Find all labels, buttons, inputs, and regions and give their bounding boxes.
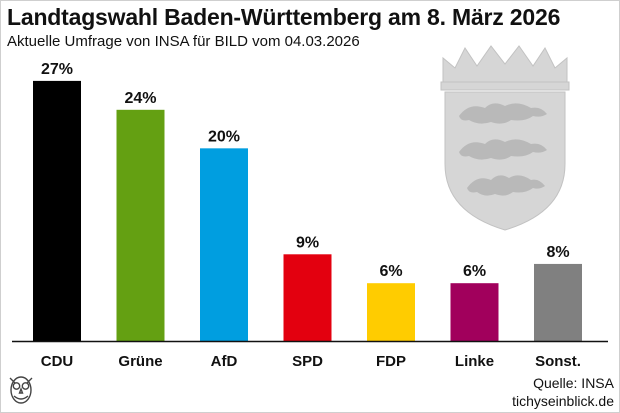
category-label-cdu: CDU (41, 353, 74, 370)
owl-logo-icon (9, 376, 33, 404)
category-label-afd: AfD (211, 353, 238, 370)
source-line: Quelle: INSA (533, 375, 614, 391)
value-label-cdu: 27% (41, 61, 73, 78)
bar-afd (200, 148, 248, 341)
bar-sonst (534, 263, 582, 341)
bar-spd (283, 254, 332, 341)
coat-of-arms-icon (440, 45, 570, 231)
chart-title: Landtagswahl Baden-Württemberg am 8. Mär… (7, 4, 561, 30)
bar-linke (450, 283, 499, 341)
category-label-spd: SPD (292, 353, 323, 370)
value-label-linke: 6% (463, 263, 486, 280)
category-label-fdp: FDP (376, 353, 406, 370)
value-label-grne: 24% (124, 90, 156, 107)
category-label-sonst: Sonst. (535, 353, 581, 370)
bar-cdu (33, 80, 81, 342)
bar-fdp (367, 283, 415, 341)
chart-subtitle: Aktuelle Umfrage von INSA für BILD vom 0… (7, 33, 360, 50)
value-label-spd: 9% (296, 234, 319, 251)
category-label-grne: Grüne (118, 353, 162, 370)
bar-grne (116, 109, 165, 341)
value-label-afd: 20% (208, 128, 240, 145)
source-note: Quelle: INSA tichyseinblick.de (512, 374, 614, 410)
category-label-linke: Linke (455, 353, 494, 370)
website-line: tichyseinblick.de (512, 393, 614, 409)
value-label-fdp: 6% (379, 263, 402, 280)
value-label-sonst: 8% (546, 244, 569, 261)
